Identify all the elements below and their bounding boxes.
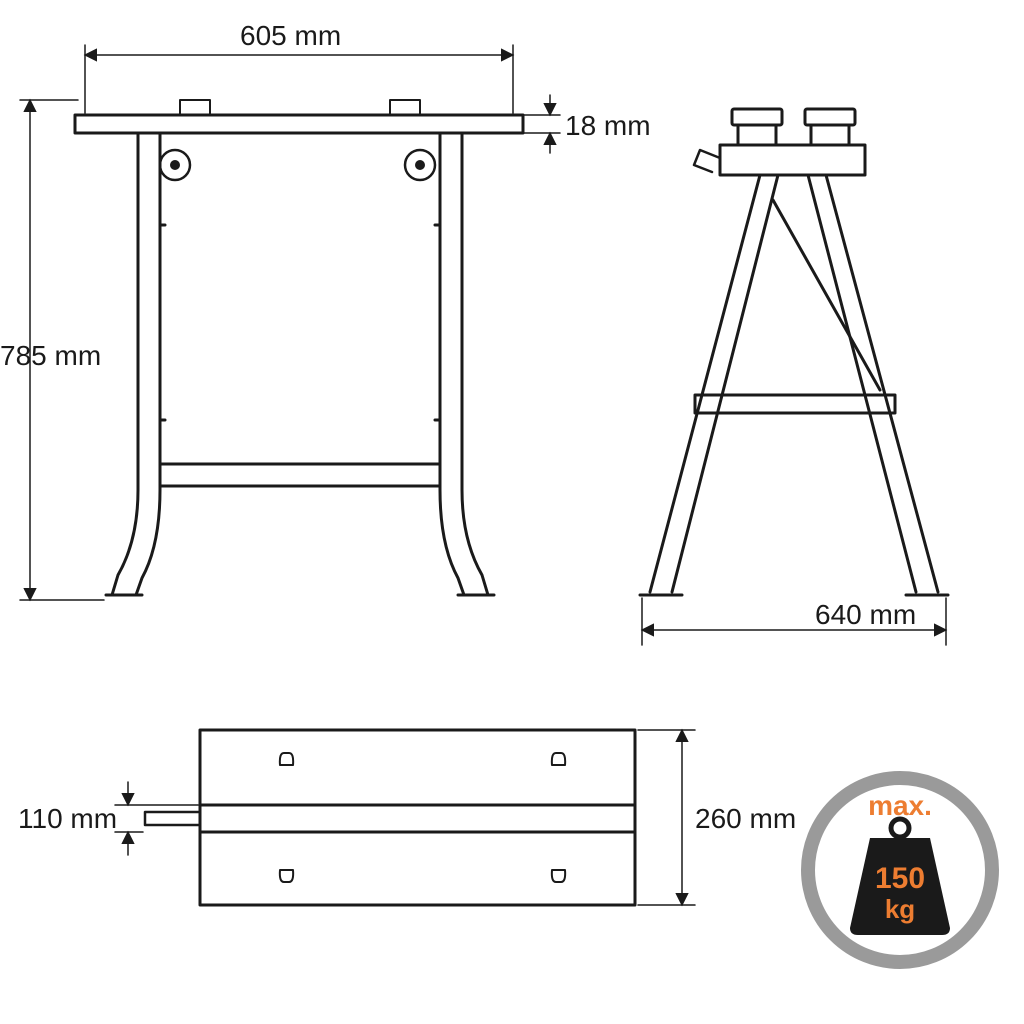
badge-value: 150 (875, 862, 925, 895)
badge-unit: kg (885, 894, 915, 924)
dim-width-top: 605 mm (240, 20, 341, 51)
dim-depth-side: 640 mm (815, 599, 916, 630)
dim-plan-depth: 260 mm (695, 803, 796, 834)
front-view (20, 45, 560, 600)
dim-thickness: 18 mm (565, 110, 651, 141)
dim-height: 785 mm (0, 340, 101, 371)
badge-max-label: max. (868, 790, 932, 821)
side-view (640, 109, 948, 645)
plan-view (115, 730, 695, 905)
technical-drawing: 605 mm 18 mm 785 mm 640 mm (0, 0, 1024, 1024)
max-load-badge: max. 150 kg (808, 778, 992, 962)
dim-gap: 110 mm (18, 803, 117, 834)
